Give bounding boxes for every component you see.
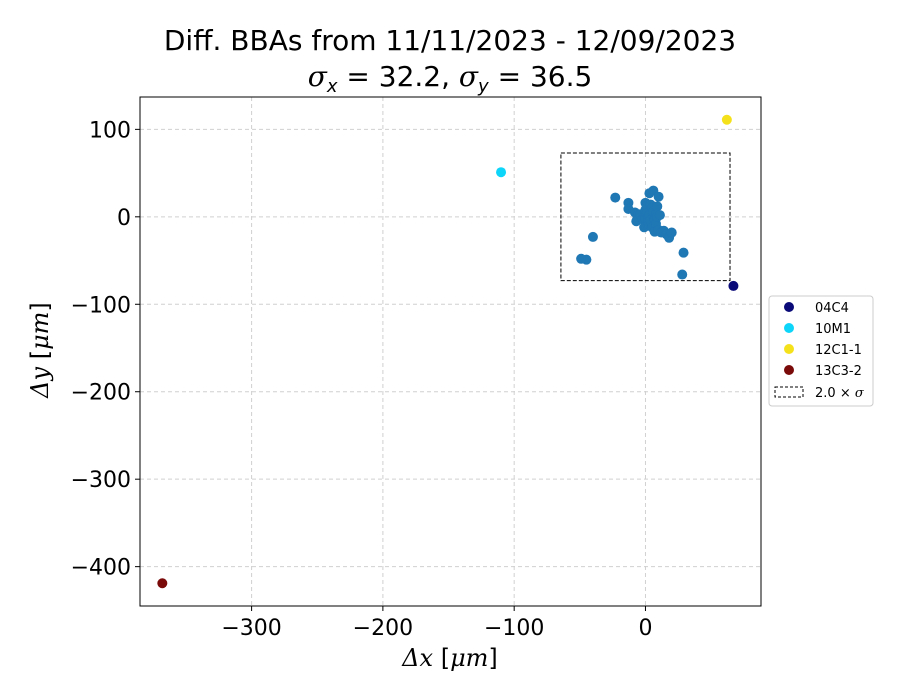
x-tick-label: 0 xyxy=(638,616,652,641)
point-10M1 xyxy=(496,167,507,178)
sigma-x-value: 32.2 xyxy=(379,60,441,93)
y-tick-label: −400 xyxy=(71,556,131,581)
data-point xyxy=(677,269,688,280)
legend: 04C4 10M1 12C1-1 13C3-2 2.0 × σ xyxy=(768,295,874,407)
legend-sigma-box-label: 2.0 × σ xyxy=(815,386,865,401)
data-points xyxy=(157,114,739,589)
legend-marker-13C3-2 xyxy=(784,365,794,375)
sigma-box xyxy=(560,152,731,282)
data-point xyxy=(666,227,677,238)
y-tick-label: −200 xyxy=(71,381,131,406)
x-tick-label: −300 xyxy=(221,616,281,641)
sigma-x-subscript: x xyxy=(326,76,338,97)
point-12C1-1 xyxy=(721,114,732,125)
grid xyxy=(140,97,761,606)
legend-sigma-box-swatch xyxy=(774,386,804,398)
data-point xyxy=(576,253,587,264)
y-tick-label: −300 xyxy=(71,468,131,493)
data-point xyxy=(652,201,663,212)
plot-frame xyxy=(139,96,762,607)
point-04C4 xyxy=(728,280,739,291)
legend-label-12C1-1: 12C1-1 xyxy=(815,343,862,358)
x-tick-label: −100 xyxy=(484,616,544,641)
chart-subtitle: σx = 32.2, σy = 36.5 xyxy=(308,60,593,97)
data-point xyxy=(654,210,665,221)
data-point xyxy=(587,231,598,242)
chart-title: Diff. BBAs from 11/11/2023 - 12/09/2023 xyxy=(164,24,736,57)
y-tick-label: 100 xyxy=(89,118,131,143)
y-axis-ticks: 100 0 −100 −200 −300 −400 xyxy=(71,118,140,581)
legend-marker-04C4 xyxy=(784,302,794,312)
legend-frame xyxy=(768,295,874,407)
legend-label-04C4: 04C4 xyxy=(815,301,849,316)
sigma-y-value: 36.5 xyxy=(530,60,592,93)
sigma-y-subscript: y xyxy=(477,76,489,97)
legend-label-13C3-2: 13C3-2 xyxy=(815,364,862,379)
data-point xyxy=(653,191,664,202)
point-13C3-2 xyxy=(157,578,168,589)
y-tick-label: −100 xyxy=(71,293,131,318)
x-axis-label: Δx [μm] xyxy=(401,644,498,672)
data-point xyxy=(610,192,621,203)
legend-marker-10M1 xyxy=(784,323,794,333)
data-point xyxy=(678,247,689,258)
y-tick-label: 0 xyxy=(117,206,131,231)
legend-label-10M1: 10M1 xyxy=(815,322,851,337)
legend-marker-12C1-1 xyxy=(784,344,794,354)
x-tick-label: −200 xyxy=(353,616,413,641)
y-axis-label: Δy [μm] xyxy=(26,302,54,399)
x-axis-ticks: −300 −200 −100 0 xyxy=(221,606,652,641)
sigma-box-layer xyxy=(560,152,731,282)
